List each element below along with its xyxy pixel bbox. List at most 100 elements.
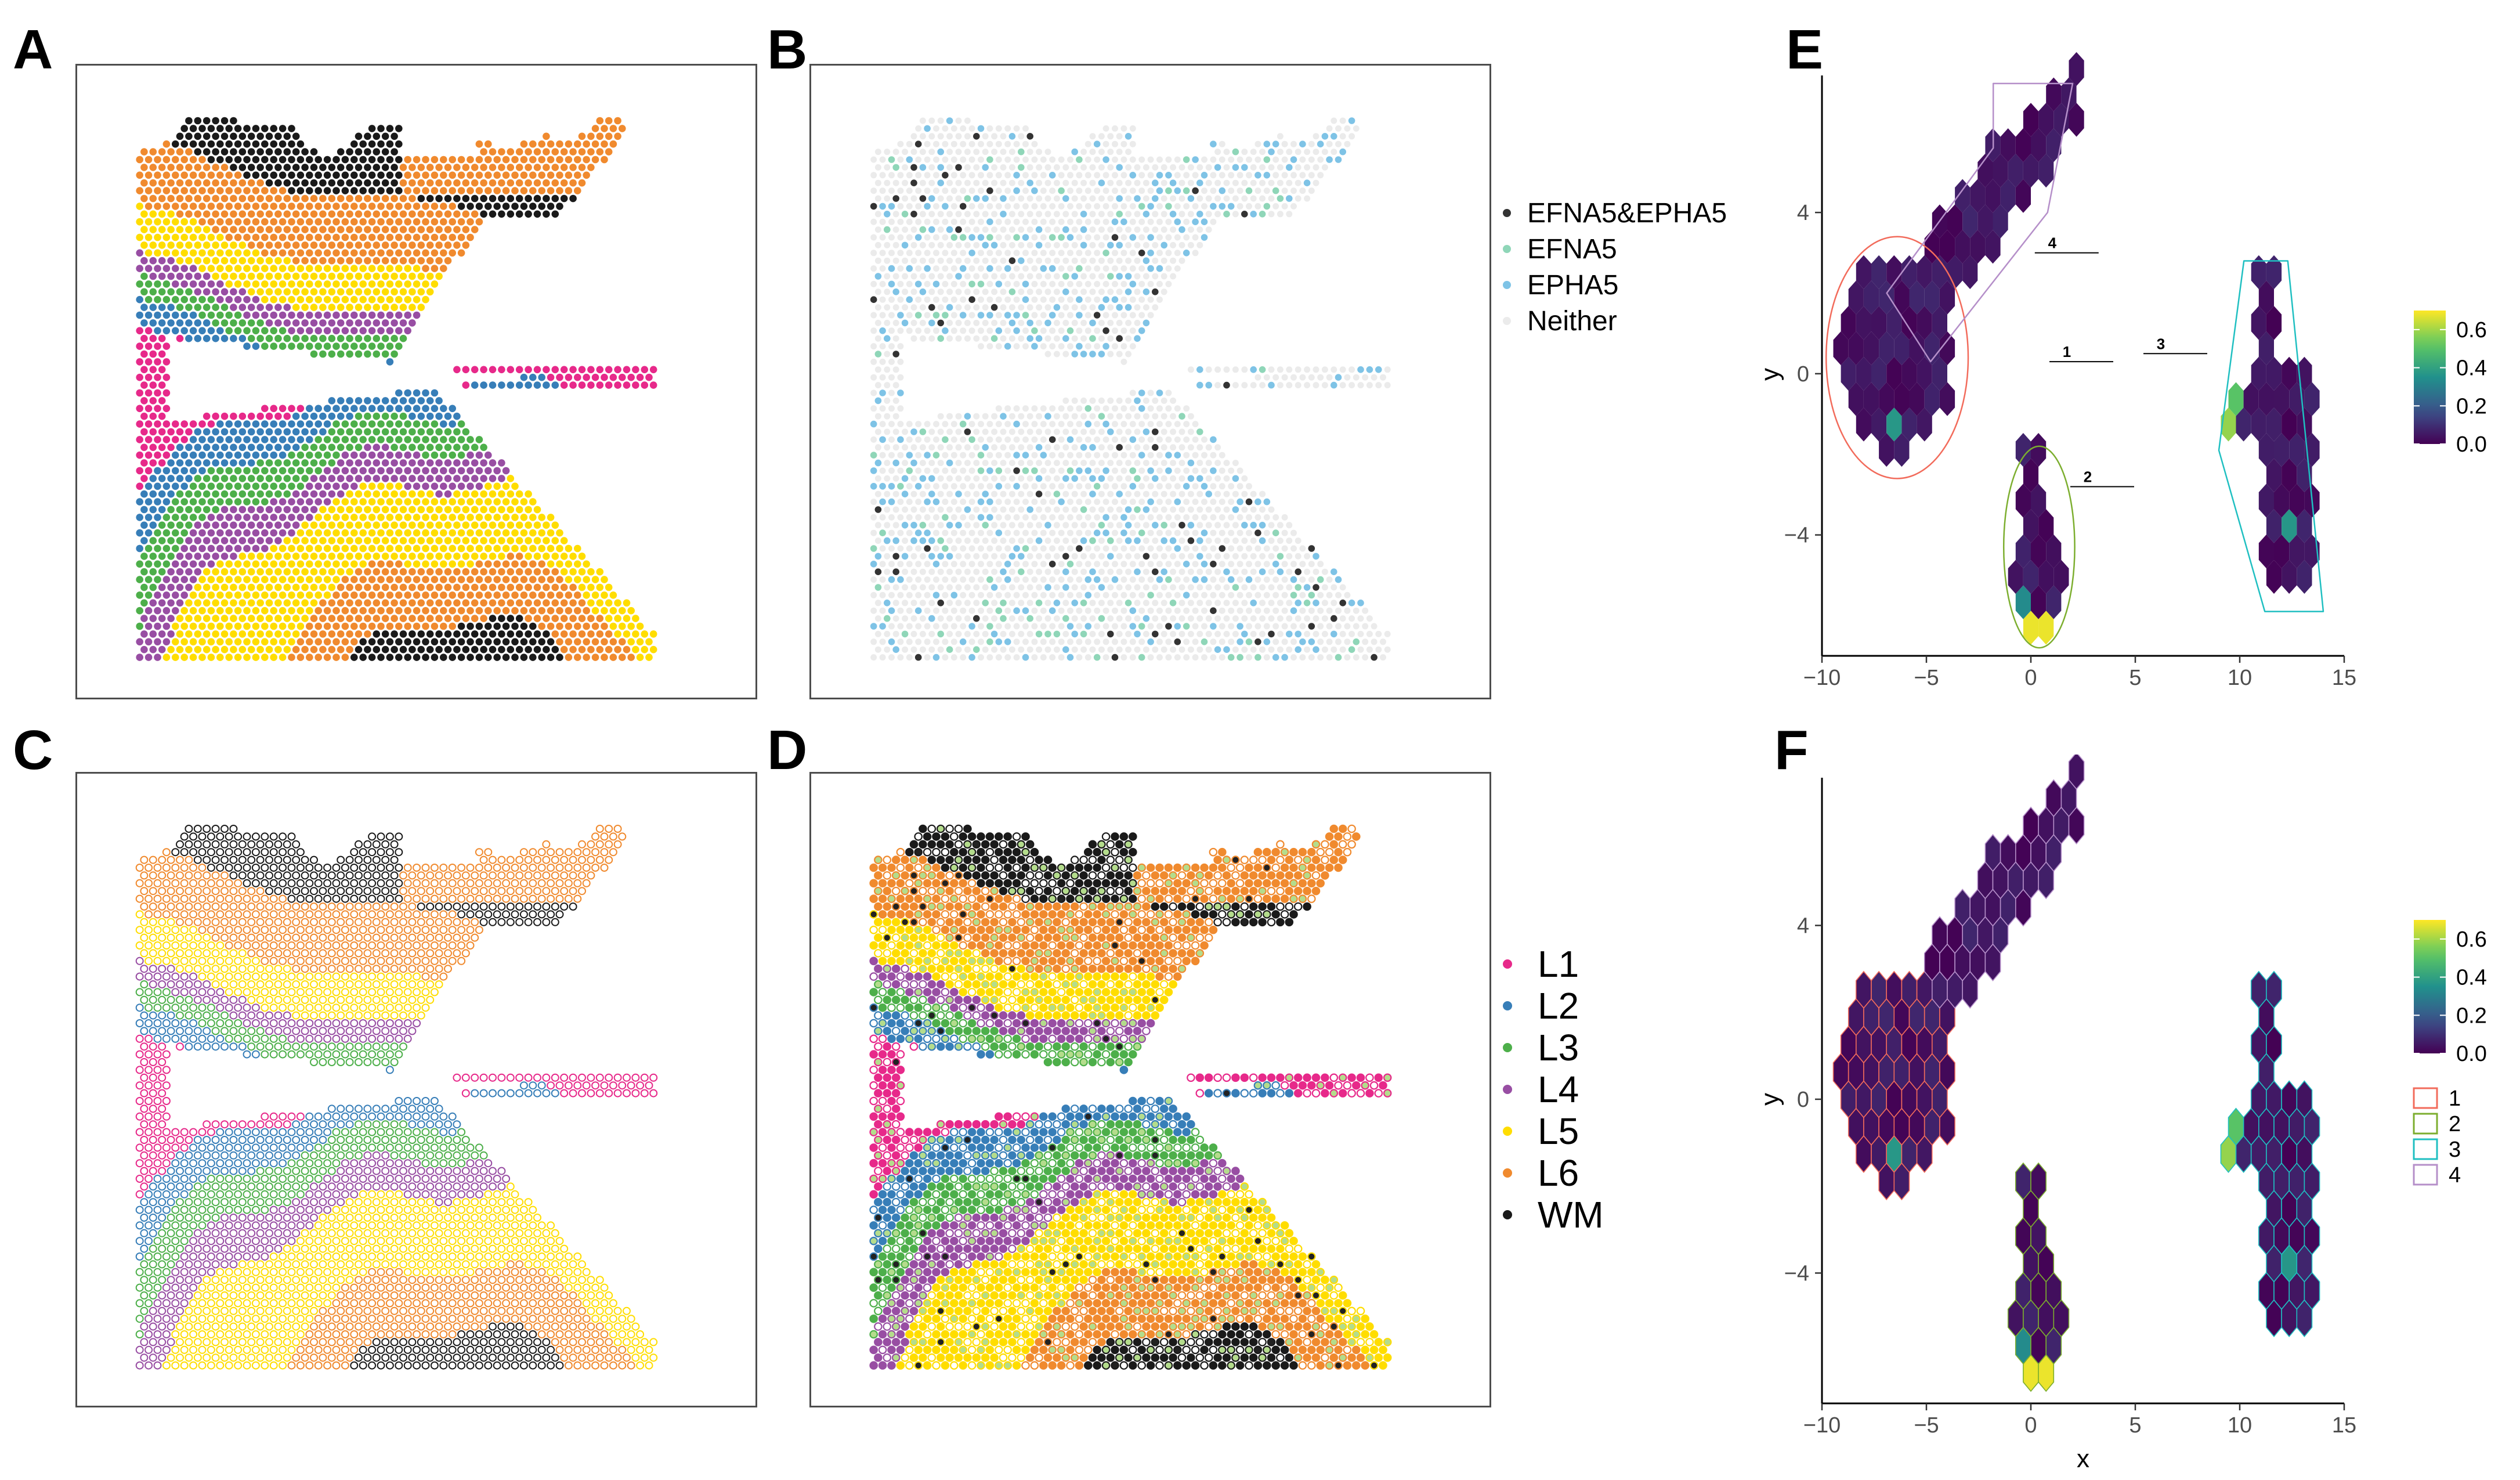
tissue-spot [261, 638, 269, 646]
tissue-spot [319, 412, 327, 420]
tissue-spot [225, 544, 233, 553]
tissue-spot [578, 179, 586, 187]
tissue-spot [395, 295, 403, 304]
tissue-spot [350, 187, 358, 194]
tissue-spot [587, 132, 595, 140]
tissue-spot [243, 576, 251, 583]
tissue-spot [350, 482, 358, 490]
tissue-spot [1058, 545, 1065, 552]
tissue-spot [185, 179, 193, 187]
tissue-spot [1232, 366, 1239, 373]
tissue-spot [256, 194, 264, 203]
tissue-spot [435, 615, 443, 622]
tissue-spot [350, 203, 358, 210]
tissue-spot [449, 436, 456, 443]
tissue-spot [1339, 366, 1346, 373]
tissue-spot [162, 544, 171, 553]
tissue-spot [1254, 561, 1261, 568]
tissue-spot [986, 343, 993, 350]
tissue-spot [937, 273, 944, 280]
tissue-spot [1107, 335, 1114, 342]
tissue-spot [1147, 576, 1154, 583]
tissue-spot [243, 171, 251, 179]
tissue-spot [1049, 312, 1056, 319]
tissue-spot [623, 599, 631, 607]
tissue-spot [986, 452, 993, 459]
tissue-spot [986, 265, 993, 272]
tissue-spot [543, 537, 550, 544]
tissue-spot [1143, 397, 1149, 404]
tissue-spot [158, 428, 166, 436]
tissue-spot [399, 553, 407, 560]
tissue-spot [995, 140, 1002, 147]
tissue-spot [489, 164, 497, 171]
tissue-spot [216, 233, 224, 241]
tissue-spot [279, 342, 287, 350]
tissue-spot [373, 428, 381, 436]
tissue-spot [1125, 475, 1132, 482]
tissue-spot [167, 583, 175, 591]
tissue-spot [946, 475, 953, 482]
tissue-spot [533, 210, 541, 218]
tissue-spot [144, 156, 153, 164]
tissue-spot [319, 319, 327, 327]
tissue-spot [1102, 405, 1109, 412]
tissue-spot [238, 583, 247, 591]
tissue-spot [529, 591, 537, 599]
tissue-spot [874, 335, 881, 342]
tissue-spot [1165, 483, 1172, 490]
tissue-spot [341, 638, 349, 646]
tissue-spot [1044, 241, 1051, 248]
tissue-spot [373, 210, 381, 218]
tissue-spot [1165, 203, 1172, 210]
tissue-spot [328, 459, 336, 467]
tissue-spot [238, 615, 247, 622]
tissue-spot [417, 412, 425, 420]
tissue-spot [897, 296, 904, 303]
tissue-spot [583, 373, 590, 381]
tissue-spot [274, 194, 282, 203]
tissue-spot [1098, 319, 1105, 326]
tissue-spot [180, 171, 188, 179]
tissue-spot [274, 521, 282, 529]
tissue-spot [1210, 467, 1217, 474]
tissue-spot [609, 607, 617, 615]
tissue-spot [1049, 483, 1056, 490]
tissue-spot [350, 622, 358, 630]
tissue-spot [216, 576, 224, 583]
tissue-spot [149, 257, 157, 265]
tissue-spot [426, 257, 434, 265]
tissue-spot [955, 335, 962, 342]
tissue-spot [467, 529, 474, 537]
tissue-spot [1160, 475, 1167, 482]
tissue-spot [140, 179, 148, 187]
tissue-spot [888, 529, 895, 536]
tissue-spot [937, 475, 944, 482]
tissue-spot [1098, 179, 1105, 186]
tissue-spot [1036, 273, 1043, 280]
tissue-spot [288, 622, 295, 630]
tissue-spot [1084, 156, 1091, 163]
tissue-spot [252, 295, 260, 304]
tissue-spot [475, 622, 483, 630]
tissue-spot [467, 622, 474, 630]
tissue-spot [203, 645, 211, 654]
tissue-spot [551, 179, 559, 187]
tissue-spot [364, 210, 371, 218]
tissue-spot [1076, 265, 1083, 272]
tissue-spot [1223, 211, 1230, 218]
tissue-spot [288, 280, 295, 288]
tissue-spot [180, 607, 188, 615]
tissue-spot [176, 615, 184, 622]
tissue-spot [879, 576, 886, 583]
tissue-spot [933, 529, 939, 536]
tissue-spot [1125, 522, 1132, 529]
tissue-spot [995, 187, 1002, 194]
tissue-spot [1250, 382, 1257, 389]
tissue-spot [216, 280, 224, 288]
tissue-spot [955, 319, 962, 326]
tissue-spot [1223, 164, 1230, 171]
tissue-spot [1000, 319, 1007, 326]
tissue-spot [207, 125, 215, 132]
tissue-spot [1053, 319, 1060, 326]
